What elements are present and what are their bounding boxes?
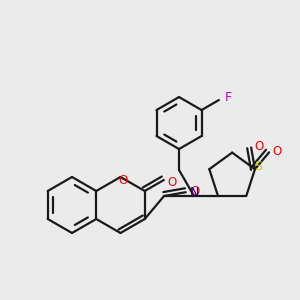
Text: O: O — [254, 140, 264, 153]
Text: S: S — [254, 160, 262, 173]
Text: O: O — [119, 175, 128, 188]
Text: F: F — [224, 91, 231, 103]
Text: N: N — [189, 185, 199, 199]
Text: O: O — [167, 176, 176, 188]
Text: O: O — [190, 185, 199, 198]
Text: O: O — [272, 145, 282, 158]
